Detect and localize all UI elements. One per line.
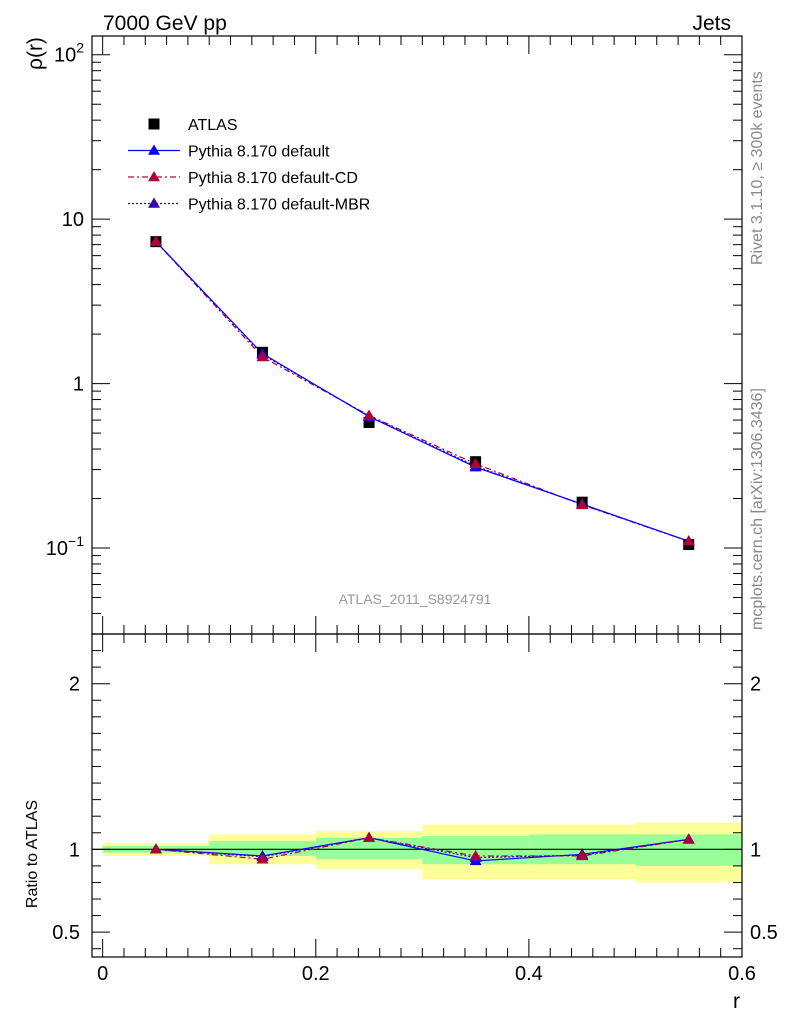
marker-cd xyxy=(256,351,269,362)
legend-label-cd: Pythia 8.170 default-CD xyxy=(188,170,358,187)
ratio-line-mbr xyxy=(155,837,689,859)
ratio-ytick-label-right: 2 xyxy=(750,674,761,696)
ratio-frame xyxy=(91,633,743,958)
legend: ATLAS Pythia 8.170 default Pythia 8.170 de… xyxy=(128,117,370,214)
ratio-xtick-label: 0.6 xyxy=(728,963,756,985)
ratio-line-default xyxy=(155,837,689,862)
marker-atlas xyxy=(148,118,160,130)
ratio-ytick-label: 2 xyxy=(69,674,80,696)
ratio-xlabel: r xyxy=(733,990,740,1013)
marker-cd xyxy=(469,457,482,469)
main-ytick-label: 1 xyxy=(73,374,84,396)
marker-cd xyxy=(149,843,162,854)
header-left: 7000 GeV pp xyxy=(103,12,227,35)
marker-cd xyxy=(682,535,695,546)
main-line-cd xyxy=(155,241,689,542)
main-series xyxy=(149,235,695,551)
main-line-default xyxy=(155,241,689,542)
marker-default xyxy=(148,144,160,155)
mcplots-label: mcplots.cern.ch [arXiv:1306.3436] xyxy=(749,388,766,630)
ratio-series xyxy=(149,831,695,866)
marker-atlas xyxy=(363,416,375,428)
analysis-watermark: ATLAS_2011_S8924791 xyxy=(339,591,492,607)
main-ytick-label: 10 xyxy=(62,209,84,231)
marker-cd xyxy=(363,409,376,420)
legend-label-atlas: ATLAS xyxy=(188,117,238,134)
marker-cd xyxy=(148,171,160,182)
legend-label-default: Pythia 8.170 default xyxy=(188,144,330,161)
ratio-xtick-label: 0.4 xyxy=(515,963,543,985)
rivet-label: Rivet 3.1.10, ≥ 300k events xyxy=(749,71,766,265)
ratio-xtick-label: 0.2 xyxy=(302,963,330,985)
marker-mbr xyxy=(148,197,160,208)
marker-cd xyxy=(576,849,589,861)
ratio-line-cd xyxy=(155,837,689,860)
ratio-ylabel: Ratio to ATLAS xyxy=(24,800,41,908)
main-line-mbr xyxy=(155,241,689,542)
marker-cd xyxy=(256,853,269,864)
ratio-ytick-label-right: 1 xyxy=(750,839,761,861)
marker-cd xyxy=(149,235,162,246)
ratio-ytick-label: 0.5 xyxy=(52,922,80,944)
main-ytick-label: 102 xyxy=(54,40,84,67)
marker-cd xyxy=(576,498,589,510)
ratio-xtick-label: 0 xyxy=(97,963,108,985)
marker-cd xyxy=(469,849,482,861)
main-ytick-label: 10−1 xyxy=(46,533,84,560)
main-ticks: 10−1 1 10 102 xyxy=(46,36,743,635)
marker-cd xyxy=(682,833,695,844)
ratio-ytick-label: 1 xyxy=(69,839,80,861)
main-ylabel: ρ(r) xyxy=(24,37,47,70)
legend-label-mbr: Pythia 8.170 default-MBR xyxy=(188,197,370,214)
header-right: Jets xyxy=(692,12,731,35)
marker-cd xyxy=(363,831,376,842)
ratio-ytick-label-right: 0.5 xyxy=(750,922,778,944)
ratio-ticks: 0.5 0.5 1 1 2 2 0 0.2 0.4 0.6 xyxy=(52,633,778,985)
